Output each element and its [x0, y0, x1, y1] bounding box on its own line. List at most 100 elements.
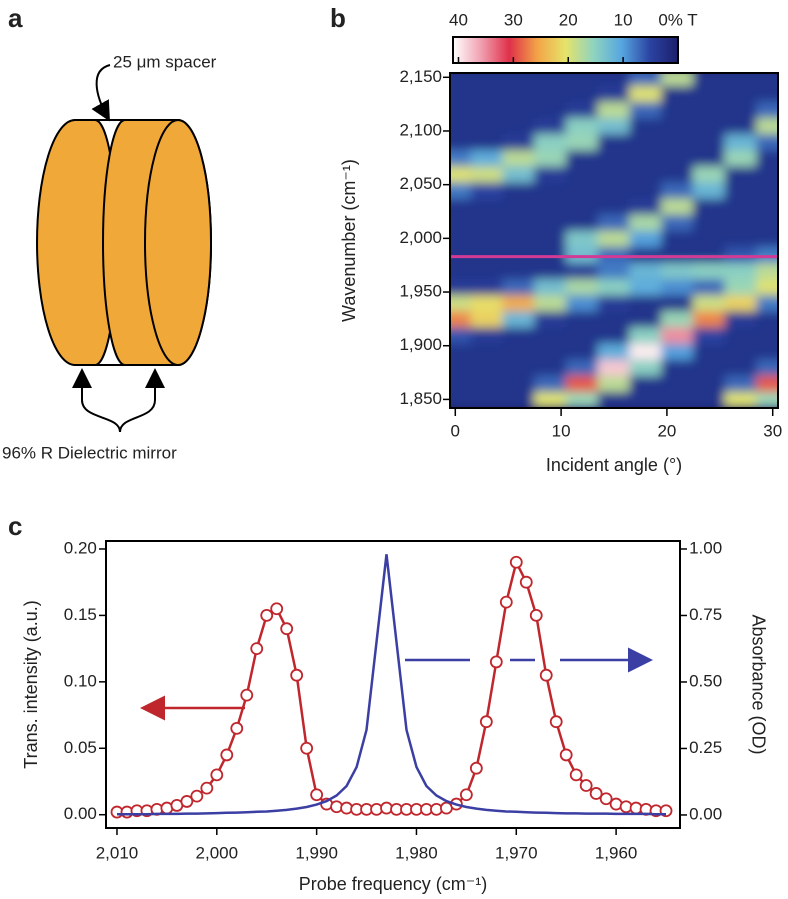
heatmap-cell	[450, 84, 472, 102]
heatmap-cell	[692, 229, 726, 247]
heatmap-cell	[661, 133, 694, 151]
heatmap-cell	[565, 117, 599, 135]
heatmap-cell	[692, 181, 726, 199]
heatmap-cell	[450, 310, 472, 328]
heatmap-cell	[724, 294, 758, 312]
y-tick-label: 2,150	[399, 67, 442, 86]
heatmap-cell	[692, 278, 726, 296]
heatmap-cell	[470, 197, 504, 215]
heatmap-cell	[565, 197, 599, 215]
heatmap-cell	[724, 229, 758, 247]
heatmap-cell	[629, 374, 663, 392]
heatmap-cell	[597, 73, 631, 86]
y-axis-title: Trans. intensity (a.u.)	[21, 600, 41, 768]
heatmap-cell	[756, 197, 778, 215]
y-tick-label: 1,900	[399, 335, 442, 354]
y2-tick-label: 0.00	[689, 804, 722, 823]
y-tick-label: 0.10	[64, 671, 97, 690]
x-tick-label: 30	[763, 421, 782, 440]
heatmap-cell	[534, 133, 567, 151]
heatmap-cell	[597, 278, 631, 296]
heatmap-cell	[470, 294, 504, 312]
cavity-drawing	[36, 64, 212, 433]
y-tick-label: 0.20	[64, 538, 97, 557]
colorbar-tick-label: 20	[559, 10, 578, 29]
data-point	[310, 788, 324, 802]
heatmap-cell	[565, 213, 599, 231]
heatmap-cell	[692, 100, 726, 119]
heatmap-cell	[534, 100, 567, 119]
heatmap-cell	[661, 73, 694, 86]
x-tick-label: 1,980	[395, 843, 438, 862]
heatmap-cell	[534, 73, 567, 86]
heatmap-cell	[597, 390, 631, 408]
heatmap	[450, 73, 778, 408]
heatmap-cell	[692, 374, 726, 392]
heatmap-cell	[450, 213, 472, 231]
heatmap-cell	[629, 390, 663, 408]
heatmap-cell	[450, 326, 472, 344]
heatmap-cell	[692, 197, 726, 215]
heatmap-cell	[534, 374, 567, 392]
y-tick-label: 2,100	[399, 120, 442, 139]
heatmap-cell	[724, 117, 758, 135]
heatmap-cell	[565, 149, 599, 167]
heatmap-cell	[661, 294, 694, 312]
heatmap-cell	[629, 342, 663, 360]
heatmap-cell	[502, 149, 536, 167]
heatmap-cell	[502, 245, 536, 264]
heatmap-cell	[470, 245, 504, 264]
heatmap-cell	[565, 342, 599, 360]
heatmap-cell	[502, 165, 536, 183]
heatmap-cell	[534, 165, 567, 183]
heatmap-cell	[629, 229, 663, 247]
heatmap-cell	[450, 117, 472, 135]
y-axis-title: Wavenumber (cm⁻¹)	[339, 159, 359, 322]
heatmap-cell	[534, 213, 567, 231]
heatmap-cell	[629, 358, 663, 376]
heatmap-cell	[692, 294, 726, 312]
data-point	[509, 555, 523, 569]
heatmap-cell	[502, 390, 536, 408]
heatmap-cell	[661, 181, 694, 199]
heatmap-cell	[502, 310, 536, 328]
heatmap-cell	[724, 278, 758, 296]
heatmap-cell	[597, 181, 631, 199]
heatmap-cell	[597, 262, 631, 280]
heatmap-cell	[724, 133, 758, 151]
heatmap-cell	[692, 149, 726, 167]
heatmap-cell	[450, 294, 472, 312]
data-point	[539, 668, 553, 682]
heatmap-cell	[597, 342, 631, 360]
heatmap-cell	[661, 117, 694, 135]
heatmap-cell	[756, 84, 778, 102]
heatmap-cell	[450, 229, 472, 247]
heatmap-cell	[470, 342, 504, 360]
heatmap-cell	[534, 262, 567, 280]
x-tick-label: 1,960	[595, 843, 638, 862]
heatmap-cell	[724, 342, 758, 360]
heatmap-cell	[534, 390, 567, 408]
heatmap-cell	[502, 73, 536, 86]
x-tick-label: 20	[657, 421, 676, 440]
heatmap-cell	[470, 213, 504, 231]
y2-tick-label: 1.00	[689, 538, 722, 557]
heatmap-cell	[661, 342, 694, 360]
data-point	[549, 715, 563, 729]
heatmap-cell	[629, 245, 663, 264]
heatmap-cell	[502, 326, 536, 344]
heatmap-cell	[692, 342, 726, 360]
panel-label: c	[8, 511, 22, 541]
heatmap-cell	[502, 278, 536, 296]
heatmap-cell	[692, 133, 726, 151]
heatmap-cell	[756, 229, 778, 247]
heatmap-cell	[502, 181, 536, 199]
heatmap-cell	[502, 133, 536, 151]
x-tick-label: 2,000	[196, 843, 239, 862]
heatmap-cell	[565, 390, 599, 408]
heatmap-cell	[450, 100, 472, 119]
heatmap-cell	[724, 358, 758, 376]
heatmap-cell	[470, 310, 504, 328]
heatmap-cell	[470, 358, 504, 376]
heatmap-cell	[692, 213, 726, 231]
